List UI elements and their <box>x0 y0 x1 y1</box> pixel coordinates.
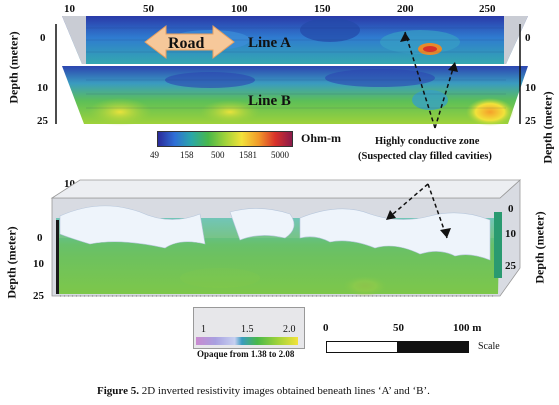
bottom-left-depth-tick: 10 <box>33 258 44 270</box>
resistivity-colorbar <box>157 131 293 147</box>
scale-label: Scale <box>478 341 500 352</box>
scale-bar-white <box>326 341 398 353</box>
colorbar-tick: 49 <box>150 150 159 160</box>
right-depth-tick: 25 <box>525 115 536 127</box>
road-label: Road <box>168 35 205 52</box>
left-depth-axis-label: Depth (meter) <box>6 31 21 104</box>
right-depth-tick: 10 <box>525 82 536 94</box>
legend-tick: 1.5 <box>241 324 254 335</box>
scale-bar-black <box>397 341 469 353</box>
line-a-label: Line A <box>248 35 291 51</box>
left-depth-tick: 10 <box>37 82 48 94</box>
bottom-right-depth-tick: 10 <box>505 228 516 240</box>
colorbar-unit: Ohm-m <box>301 131 341 145</box>
top-x-tick: 50 <box>143 3 154 15</box>
right-depth-axis-label: Depth (meter) <box>540 91 555 164</box>
caption-text: 2D inverted resistivity images obtained … <box>138 385 430 397</box>
legend-caption: Opaque from 1.38 to 2.08 <box>197 349 295 359</box>
scale-tick: 0 <box>323 322 329 334</box>
bottom-right-depth-axis-label: Depth (meter) <box>532 211 547 284</box>
3d-block-model <box>50 179 522 297</box>
top-x-tick: 150 <box>314 3 331 15</box>
top-x-tick: 100 <box>231 3 248 15</box>
right-depth-tick: 0 <box>525 32 531 44</box>
legend-tick: 1 <box>201 324 206 335</box>
bottom-right-depth-tick: 0 <box>508 203 514 215</box>
bottom-left-depth-axis-label: Depth (meter) <box>4 226 19 299</box>
top-x-tick: 250 <box>479 3 496 15</box>
colorbar-tick: 500 <box>211 150 225 160</box>
scale-tick: 50 <box>393 322 404 334</box>
annotation-subtitle: (Suspected clay filled cavities) <box>358 151 492 162</box>
scale-tick: 100 m <box>453 322 482 334</box>
top-x-tick: 200 <box>397 3 414 15</box>
colorbar-tick: 1581 <box>239 150 257 160</box>
figure-caption: Figure 5. 2D inverted resistivity images… <box>97 385 430 397</box>
bottom-left-depth-tick: 0 <box>37 232 43 244</box>
resistivity-sections <box>55 16 528 129</box>
caption-label: Figure 5. <box>97 385 139 397</box>
bottom-x-tick: 10 <box>64 178 75 190</box>
legend-tick: 2.0 <box>283 324 296 335</box>
colorbar-tick: 158 <box>180 150 194 160</box>
colorbar-tick: 5000 <box>271 150 289 160</box>
annotation-title: Highly conductive zone <box>375 136 480 147</box>
left-depth-tick: 0 <box>40 32 46 44</box>
line-b-label: Line B <box>248 93 291 109</box>
road-arrow-icon <box>144 24 235 60</box>
legend-colorbar <box>196 337 298 345</box>
left-depth-tick: 25 <box>37 115 48 127</box>
top-x-tick: 10 <box>64 3 75 15</box>
bottom-left-depth-tick: 25 <box>33 290 44 302</box>
bottom-right-depth-tick: 25 <box>505 260 516 272</box>
